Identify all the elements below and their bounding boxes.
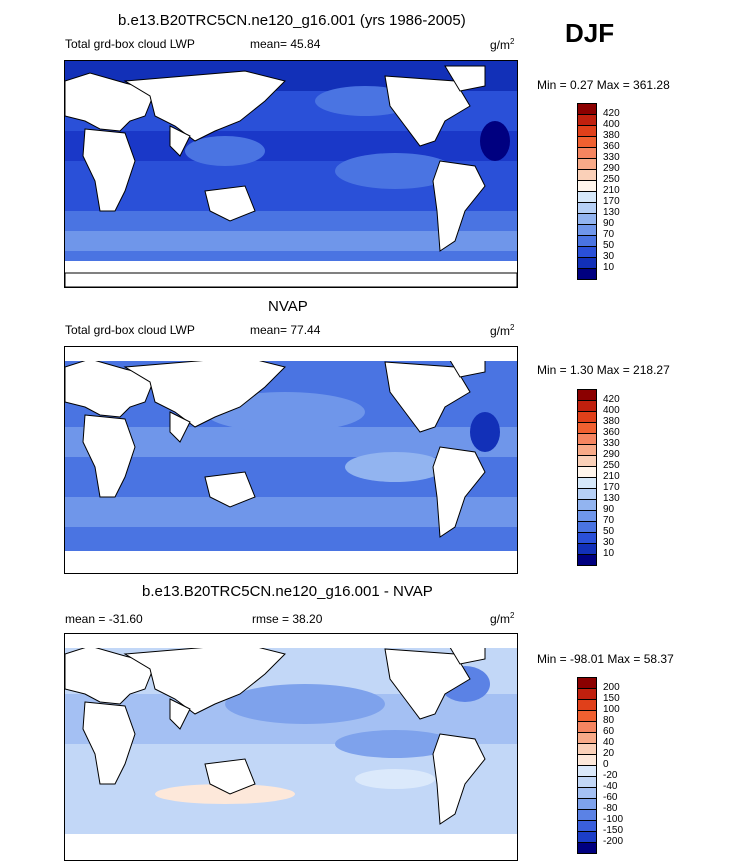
colorbar-label: -60 — [603, 792, 618, 803]
colorbar-label: 30 — [603, 251, 615, 262]
panel1-mean-label: mean= 45.84 — [250, 37, 321, 51]
colorbar-label: 90 — [603, 218, 615, 229]
panel3-mean-label: mean = -31.60 — [65, 612, 143, 626]
colorbar-label: 420 — [603, 394, 620, 405]
colorbar-label: 420 — [603, 108, 620, 119]
season-label: DJF — [565, 18, 615, 48]
colorbar-swatch — [577, 842, 597, 854]
colorbar-label: 40 — [603, 737, 615, 748]
panel3-units: g/m2 — [490, 611, 515, 626]
colorbar-label: 360 — [603, 427, 620, 438]
panel2-title: NVAP — [268, 298, 308, 315]
colorbar-label: 380 — [603, 416, 620, 427]
colorbar-label: 80 — [603, 715, 615, 726]
colorbar-label: 400 — [603, 405, 620, 416]
panel2-units: g/m2 — [490, 323, 515, 338]
colorbar-label: 70 — [603, 229, 615, 240]
panel2-map — [64, 346, 518, 574]
colorbar-label: 290 — [603, 163, 620, 174]
panel1-units: g/m2 — [490, 37, 515, 52]
panel2-minmax: Min = 1.30 Max = 218.27 — [537, 363, 670, 377]
colorbar-label: 10 — [603, 548, 615, 559]
colorbar-label: 100 — [603, 704, 620, 715]
panel3-title: b.e13.B20TRC5CN.ne120_g16.001 - NVAP — [142, 583, 433, 600]
colorbar-label: 200 — [603, 682, 620, 693]
panel1-variable-label: Total grd-box cloud LWP — [65, 37, 195, 51]
colorbar-label: 210 — [603, 471, 620, 482]
colorbar-label: 10 — [603, 262, 615, 273]
colorbar-label: 170 — [603, 482, 620, 493]
colorbar-label: 250 — [603, 460, 620, 471]
colorbar-label: 90 — [603, 504, 615, 515]
colorbar-label: 20 — [603, 748, 615, 759]
colorbar-label: 70 — [603, 515, 615, 526]
colorbar-label: -40 — [603, 781, 618, 792]
colorbar-label: 380 — [603, 130, 620, 141]
colorbar-label: 250 — [603, 174, 620, 185]
colorbar-label: 130 — [603, 493, 620, 504]
colorbar-label: 170 — [603, 196, 620, 207]
colorbar-label: 330 — [603, 152, 620, 163]
colorbar-label: 210 — [603, 185, 620, 196]
panel3-rmse-label: rmse = 38.20 — [252, 612, 323, 626]
colorbar-label: -150 — [603, 825, 624, 836]
colorbar-label: -80 — [603, 803, 618, 814]
colorbar-label: 0 — [603, 759, 609, 770]
colorbar-label: -200 — [603, 836, 624, 847]
colorbar-label: 330 — [603, 438, 620, 449]
colorbar-label: 150 — [603, 693, 620, 704]
colorbar-label: 60 — [603, 726, 615, 737]
colorbar-label: 400 — [603, 119, 620, 130]
panel3-minmax: Min = -98.01 Max = 58.37 — [537, 652, 674, 666]
panel2-mean-label: mean= 77.44 — [250, 323, 321, 337]
colorbar-label: -20 — [603, 770, 618, 781]
colorbar-label: 130 — [603, 207, 620, 218]
colorbar-label: -100 — [603, 814, 624, 825]
panel1-map — [64, 60, 518, 288]
panel2-variable-label: Total grd-box cloud LWP — [65, 323, 195, 337]
colorbar-swatch — [577, 268, 597, 280]
colorbar-label: 50 — [603, 526, 615, 537]
colorbar-swatch — [577, 554, 597, 566]
colorbar-label: 50 — [603, 240, 615, 251]
colorbar-label: 290 — [603, 449, 620, 460]
colorbar-label: 30 — [603, 537, 615, 548]
panel1-title: b.e13.B20TRC5CN.ne120_g16.001 (yrs 1986-… — [118, 12, 466, 29]
colorbar-label: 360 — [603, 141, 620, 152]
panel1-minmax: Min = 0.27 Max = 361.28 — [537, 78, 670, 92]
panel3-map — [64, 633, 518, 861]
